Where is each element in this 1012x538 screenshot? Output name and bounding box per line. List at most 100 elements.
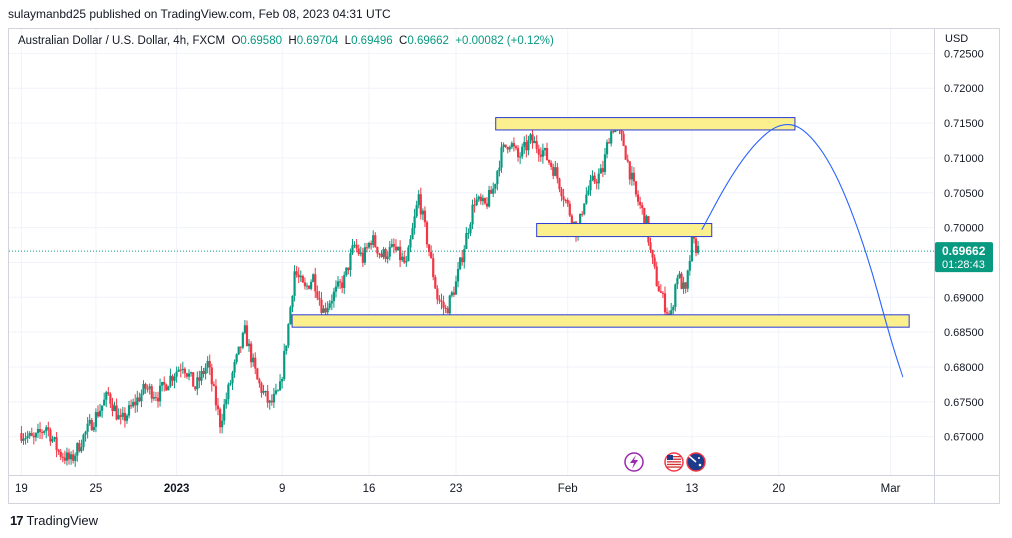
candle-body — [432, 258, 435, 278]
candle-body — [330, 301, 333, 304]
candle-body — [461, 257, 464, 263]
candle-body — [411, 228, 414, 240]
candle-body — [560, 189, 563, 197]
candle-body — [140, 393, 143, 402]
candle-body — [367, 242, 371, 248]
candle-body — [668, 313, 671, 315]
candle-body — [127, 405, 131, 416]
candle-body — [274, 390, 278, 394]
candle-body — [227, 384, 230, 400]
candle-body — [492, 188, 495, 194]
candle-body — [338, 281, 342, 283]
au-flag-icon[interactable] — [686, 452, 706, 472]
candle-body — [643, 208, 646, 225]
resistance-zone-top — [495, 117, 796, 131]
candle-body — [32, 435, 35, 438]
candle-body — [363, 247, 367, 263]
candle-body — [543, 148, 547, 151]
candle-body — [196, 377, 199, 390]
candle-body — [233, 362, 236, 373]
candle-body — [372, 235, 375, 245]
candle-body — [659, 291, 662, 293]
chart-frame — [8, 28, 1000, 504]
footer-brand[interactable]: 17 TradingView — [10, 513, 98, 528]
candle-body — [165, 384, 168, 391]
candle-body — [483, 198, 487, 204]
candle-body — [223, 404, 226, 421]
candle-body — [593, 175, 596, 182]
candle-body — [76, 443, 79, 456]
candle-body — [384, 249, 387, 259]
y-tick-label: 0.70000 — [944, 223, 984, 235]
candle-body — [82, 434, 85, 448]
candle-body — [459, 257, 462, 269]
candle-body — [185, 373, 189, 377]
us-flag-stripe — [667, 463, 681, 466]
candle-body — [496, 170, 499, 185]
candle-body — [198, 377, 201, 381]
candle-body — [550, 162, 553, 167]
candle-body — [566, 199, 569, 204]
candle-body — [421, 210, 424, 215]
candle-body — [430, 251, 433, 259]
candle-body — [310, 281, 313, 289]
candle-body — [214, 385, 218, 406]
candle-body — [355, 244, 358, 249]
candle-body — [382, 249, 385, 257]
candle-body — [405, 261, 408, 263]
candle-body — [268, 400, 271, 403]
candle-body — [252, 357, 255, 363]
candle-body — [512, 143, 516, 147]
legend-high: 0.69704 — [296, 35, 339, 47]
candle-body — [452, 292, 456, 295]
currency-label[interactable]: USD — [945, 33, 969, 45]
candle-body — [539, 154, 542, 157]
candle-body — [663, 293, 667, 313]
candle-body — [260, 383, 263, 393]
candle-body — [173, 376, 176, 381]
candle-body — [221, 420, 224, 428]
candle-body — [436, 288, 439, 300]
lightning-event-icon[interactable] — [624, 452, 644, 472]
candle-body — [243, 325, 247, 334]
price-axis-divider — [934, 28, 935, 504]
candle-body — [672, 306, 675, 311]
legend-high-label: H — [288, 35, 297, 47]
candle-body — [111, 403, 114, 412]
candle-body — [415, 205, 418, 217]
candle-body — [148, 386, 151, 389]
last-price-box — [935, 242, 993, 273]
candle-body — [413, 216, 416, 229]
candle-body — [119, 415, 122, 417]
candle-body — [655, 266, 658, 287]
candle-body — [514, 146, 518, 149]
candle-body — [144, 383, 147, 389]
candle-body — [527, 140, 530, 151]
candle-body — [134, 401, 137, 406]
candle-body — [92, 426, 95, 431]
candle-body — [608, 142, 611, 144]
candle-body — [516, 148, 520, 158]
candle-body — [690, 234, 693, 262]
x-tick-label: 25 — [90, 483, 103, 495]
candle-body — [601, 168, 605, 172]
candle-body — [158, 385, 162, 402]
candle-body — [47, 427, 50, 430]
candle-body — [407, 247, 410, 262]
candle-body — [88, 419, 91, 424]
candle-body — [262, 391, 265, 393]
candle-body — [473, 204, 476, 206]
candle-body — [181, 368, 184, 370]
candle-body — [682, 282, 685, 289]
candle-body — [287, 324, 290, 346]
candle-body — [59, 451, 62, 457]
candle-body — [36, 429, 40, 434]
legend-symbol[interactable]: Australian Dollar / U.S. Dollar, 4h, FXC… — [18, 35, 226, 47]
candle-body — [347, 267, 350, 271]
candle-body — [218, 409, 222, 428]
projection — [701, 124, 904, 378]
candle-body — [138, 397, 141, 402]
candle-body — [276, 390, 280, 392]
us-flag-icon[interactable] — [664, 452, 684, 472]
